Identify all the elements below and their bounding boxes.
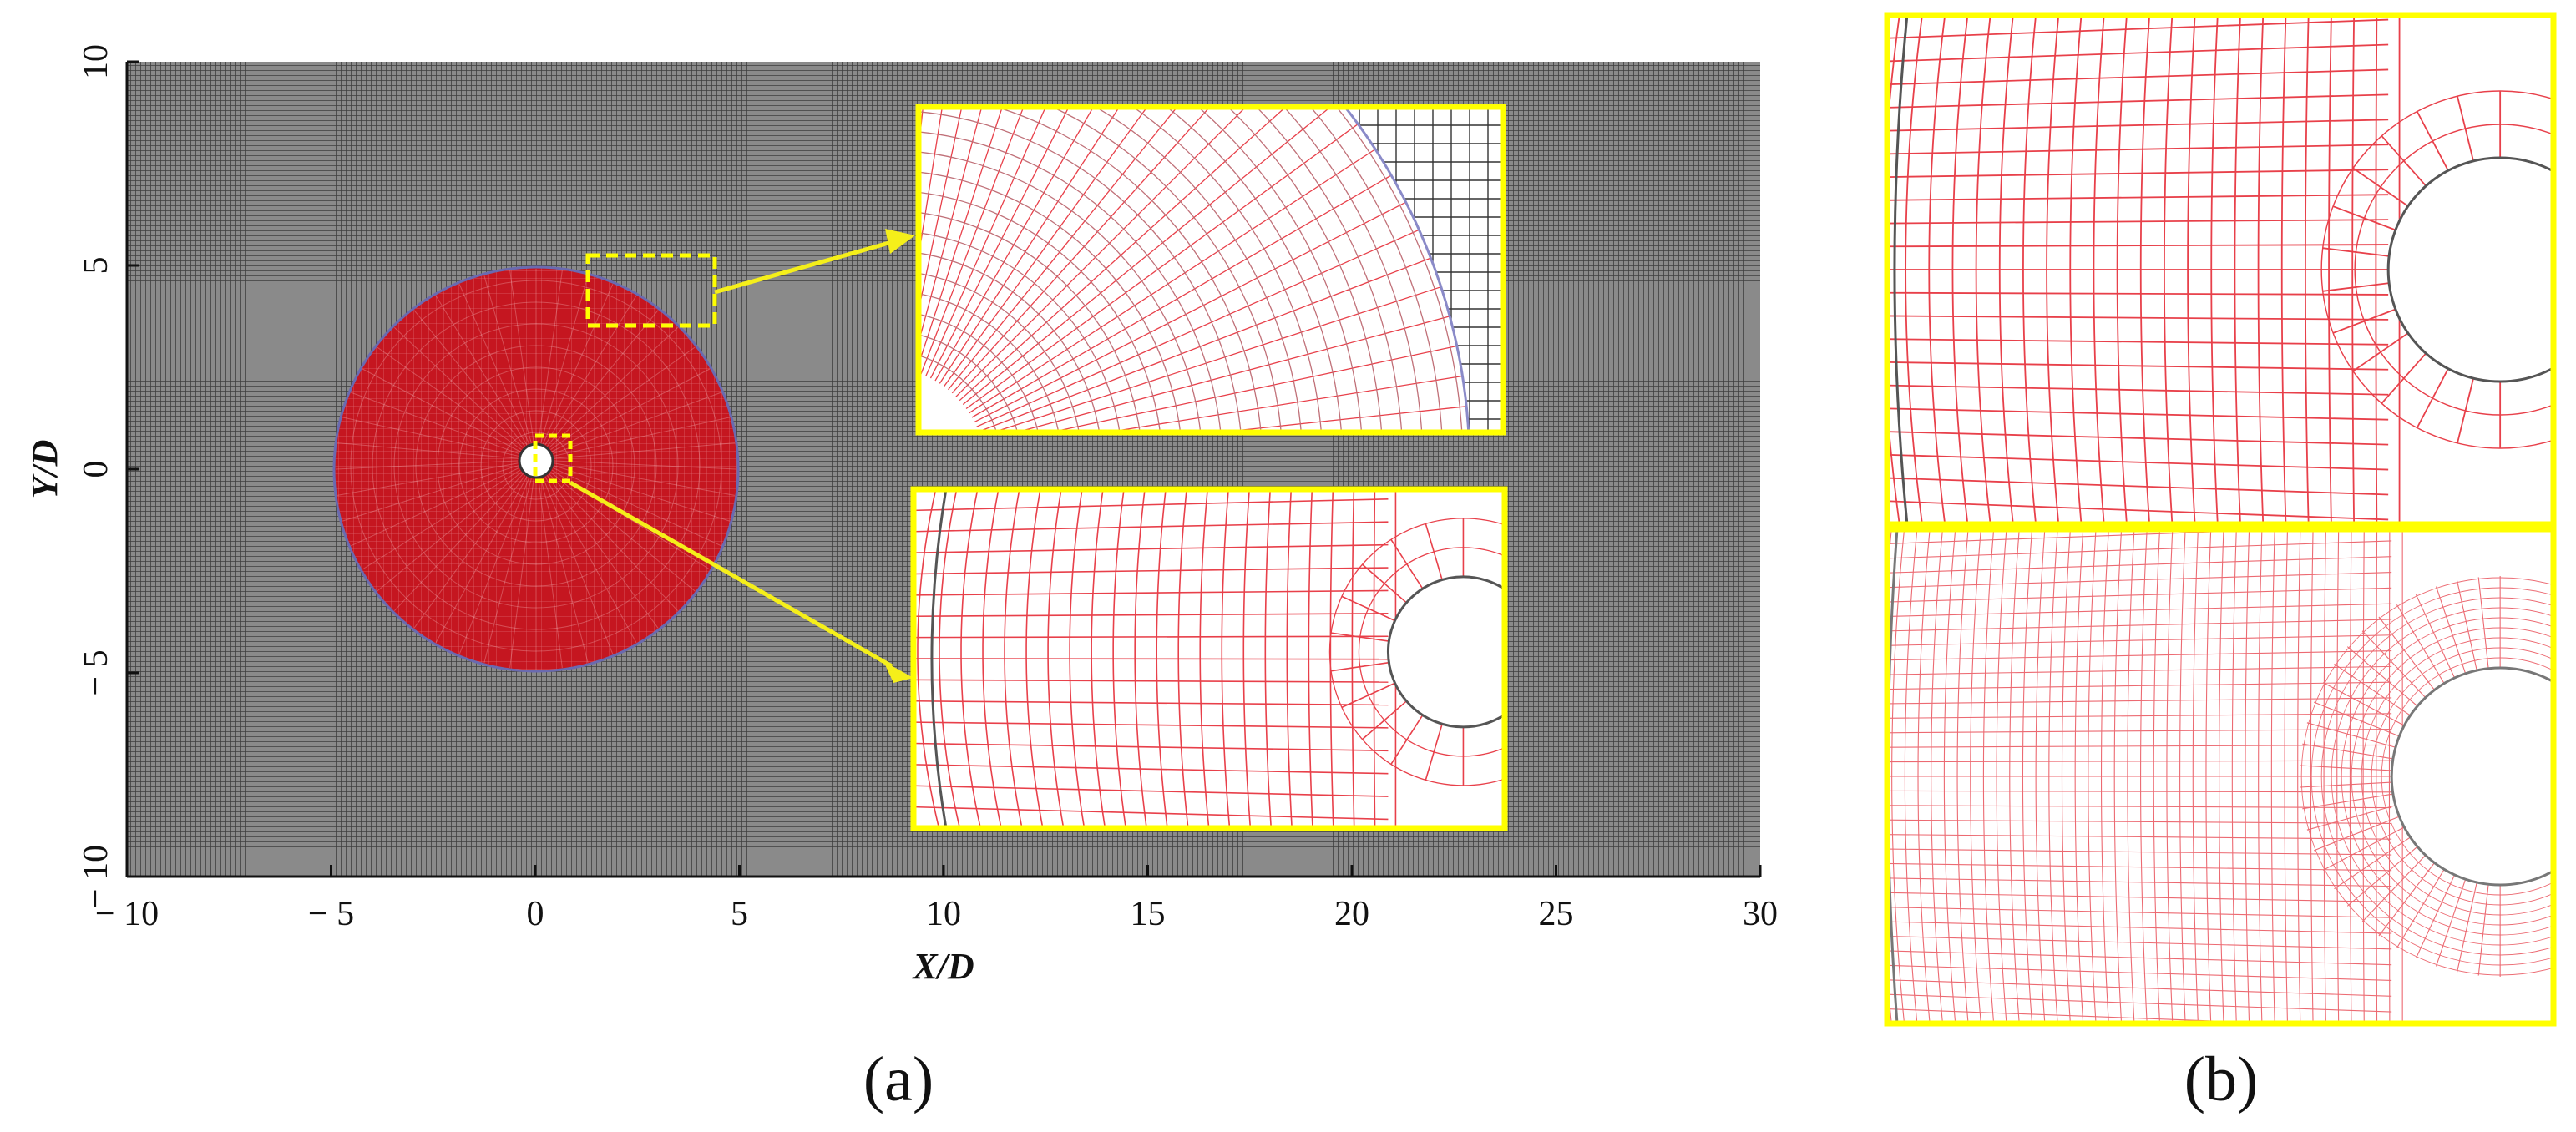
panel-b: (b) — [1884, 12, 2557, 1114]
panel-b-top-mesh — [1884, 12, 2557, 528]
y-tick-label: 5 — [77, 257, 115, 275]
panel-b-label: (b) — [2184, 1044, 2259, 1114]
y-axis-label: Y/D — [24, 440, 65, 499]
y-tick-label: − 5 — [77, 649, 115, 695]
x-axis-label: X/D — [911, 946, 974, 987]
x-tick-label: 25 — [1539, 895, 1574, 933]
x-tick-label: 5 — [731, 895, 748, 933]
x-tick-label: 0 — [527, 895, 544, 933]
x-axis-ticks: − 10 − 5 0 5 10 15 20 25 30 — [95, 865, 1778, 933]
x-tick-label: − 10 — [95, 895, 159, 933]
x-tick-label: 10 — [926, 895, 961, 933]
panel-b-bottom-mesh — [1884, 526, 2557, 1027]
arrowhead-bottom — [883, 661, 913, 683]
y-tick-label: 0 — [77, 461, 115, 478]
inset-interface-mesh — [915, 104, 1506, 436]
panel-a-label: (a) — [863, 1044, 934, 1114]
y-axis-ticks: 10 5 0 − 5 − 10 — [77, 44, 139, 908]
x-tick-label: 20 — [1334, 895, 1369, 933]
x-tick-label: 15 — [1131, 895, 1166, 933]
arrowhead-top — [885, 229, 915, 254]
y-tick-label: − 10 — [77, 845, 115, 908]
inset-cylinder-mesh — [910, 486, 1508, 831]
y-tick-label: 10 — [77, 44, 115, 79]
x-tick-label: − 5 — [308, 895, 354, 933]
arrow-to-inset-bottom — [569, 480, 893, 669]
rotating-zone-radial-lines — [335, 269, 737, 670]
arrow-to-inset-top — [714, 240, 893, 295]
highlight-box-cylinder — [533, 433, 573, 483]
highlight-box-interface — [585, 253, 717, 328]
x-tick-label: 30 — [1743, 895, 1778, 933]
